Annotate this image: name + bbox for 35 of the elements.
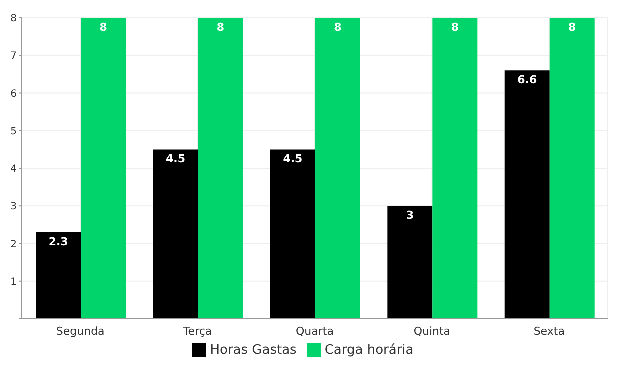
y-tick-label: 6: [10, 88, 17, 100]
data-label: 8: [451, 20, 459, 34]
bar: [153, 150, 198, 319]
y-tick-label: 7: [10, 51, 17, 62]
y-tick-label: 2: [10, 239, 17, 250]
bar: [550, 18, 595, 319]
data-label: 3: [406, 208, 414, 222]
data-label: 6.6: [518, 73, 538, 86]
x-tick-label: Quinta: [414, 324, 451, 338]
y-tick-label: 3: [10, 202, 17, 213]
bar: [388, 206, 433, 319]
bar: [315, 18, 360, 319]
data-label: 4.5: [283, 152, 303, 166]
data-label: 8: [100, 20, 108, 34]
data-label: 2.3: [48, 235, 68, 248]
bar: [198, 18, 244, 319]
y-tick-label: 1: [10, 276, 17, 288]
y-tick-label: 4: [10, 164, 17, 176]
x-tick-label: Segunda: [56, 324, 105, 338]
x-tick-label: Sexta: [534, 324, 565, 338]
data-label: 8: [216, 20, 225, 34]
bar: [504, 70, 550, 319]
legend-label: Carga horária: [324, 343, 414, 358]
y-tick-label: 5: [10, 126, 17, 138]
bar: [432, 18, 478, 319]
x-tick-label: Terça: [182, 324, 212, 338]
bar: [270, 150, 316, 319]
data-label: 8: [568, 20, 576, 34]
x-tick-label: Quarta: [296, 324, 334, 338]
bar: [81, 18, 126, 319]
legend-label: Horas Gastas: [210, 343, 297, 358]
bar: [36, 232, 82, 319]
data-label: 8: [334, 20, 342, 34]
y-tick-label: 8: [10, 14, 17, 25]
data-label: 4.5: [166, 152, 186, 166]
